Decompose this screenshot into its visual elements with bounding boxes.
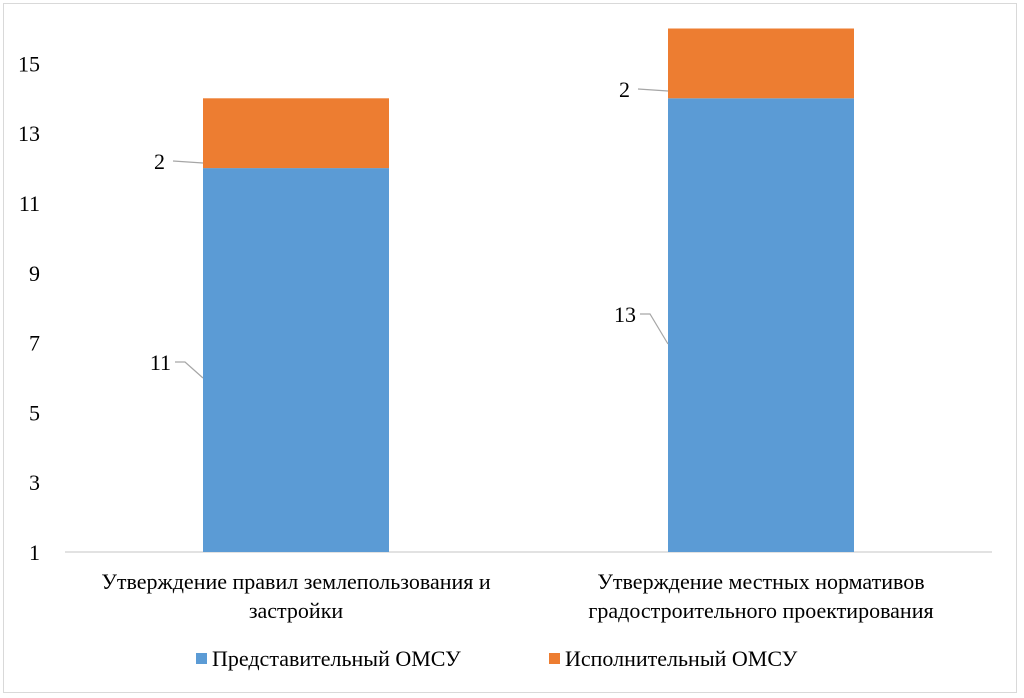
data-labels: 11 2 13 2 bbox=[150, 77, 669, 379]
y-tick-label: 3 bbox=[29, 470, 40, 495]
data-label: 13 bbox=[614, 302, 636, 327]
data-label-group: 2 bbox=[154, 149, 204, 174]
leader-line bbox=[640, 313, 669, 345]
category-label: Утверждение местных нормативов bbox=[597, 569, 924, 594]
bars bbox=[203, 28, 854, 553]
legend-item: Представительный ОМСУ bbox=[196, 646, 461, 671]
y-tick-label: 5 bbox=[29, 400, 40, 425]
bar-segment bbox=[668, 98, 854, 553]
legend-item: Исполнительный ОМСУ bbox=[549, 646, 798, 671]
bar-segment bbox=[203, 98, 389, 169]
leader-line bbox=[637, 88, 669, 92]
category-label: Утверждение правил землепользования и bbox=[101, 569, 491, 594]
category-labels: Утверждение правил землепользования и зас… bbox=[101, 569, 933, 623]
y-tick-label: 11 bbox=[19, 191, 40, 216]
bar-segment bbox=[203, 168, 389, 552]
data-label-group: 11 bbox=[150, 350, 204, 379]
data-label-group: 13 bbox=[614, 302, 669, 345]
bar-segment bbox=[668, 28, 854, 99]
legend-swatch bbox=[549, 653, 560, 664]
legend-label: Исполнительный ОМСУ bbox=[565, 646, 798, 671]
y-tick-label: 9 bbox=[29, 261, 40, 286]
y-tick-label: 7 bbox=[29, 331, 40, 356]
category-label: застройки bbox=[249, 598, 344, 623]
data-label: 2 bbox=[619, 77, 630, 102]
y-tick-label: 15 bbox=[18, 51, 40, 76]
leader-line bbox=[172, 160, 204, 164]
legend-label: Представительный ОМСУ bbox=[212, 646, 461, 671]
y-tick-label: 13 bbox=[18, 121, 40, 146]
leader-line bbox=[175, 361, 204, 379]
legend-swatch bbox=[196, 653, 207, 664]
category-label: градостроительного проектирования bbox=[588, 598, 933, 623]
legend: Представительный ОМСУ Исполнительный ОМСУ bbox=[196, 646, 798, 671]
data-label: 11 bbox=[150, 350, 171, 375]
data-label: 2 bbox=[154, 149, 165, 174]
y-tick-label: 1 bbox=[29, 540, 40, 565]
data-label-group: 2 bbox=[619, 77, 669, 102]
